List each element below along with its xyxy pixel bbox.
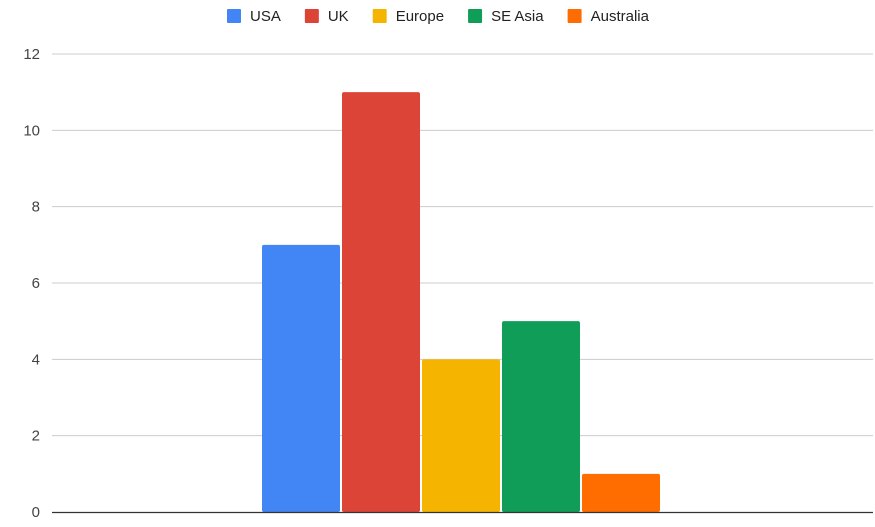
y-tick-label: 0 xyxy=(32,504,40,521)
legend-item-usa: USA xyxy=(227,8,281,25)
legend-swatch xyxy=(567,9,582,23)
legend-label: UK xyxy=(328,8,349,25)
legend-swatch xyxy=(468,9,483,23)
bar-usa xyxy=(262,244,340,513)
y-tick-label: 10 xyxy=(23,122,40,139)
legend-item-europe: Europe xyxy=(372,8,444,25)
legend-item-uk: UK xyxy=(304,8,349,25)
y-tick-label: 8 xyxy=(32,199,40,216)
gridlines xyxy=(52,53,873,437)
legend-label: Australia xyxy=(591,8,650,25)
y-tick-label: 6 xyxy=(32,275,40,292)
bar-australia xyxy=(582,473,660,512)
legend-label: USA xyxy=(250,8,281,25)
bar-se-asia xyxy=(502,321,580,512)
bar-uk xyxy=(342,92,420,513)
bars xyxy=(262,92,660,513)
legend-label: Europe xyxy=(396,8,444,25)
legend-item-se-asia: SE Asia xyxy=(468,8,544,25)
legend-swatch xyxy=(372,9,387,23)
legend-swatch xyxy=(227,9,241,23)
legend-item-australia: Australia xyxy=(567,8,650,25)
legend: USA UK Europe SE Asia Australia xyxy=(227,8,650,25)
legend-label: SE Asia xyxy=(491,8,544,25)
y-tick-label: 4 xyxy=(32,351,40,368)
legend-swatch xyxy=(304,9,319,23)
y-axis-ticks: 0 2 4 6 8 10 12 xyxy=(23,46,40,521)
y-tick-label: 2 xyxy=(32,428,40,445)
y-tick-label: 12 xyxy=(23,46,40,63)
bar-europe xyxy=(422,359,500,512)
